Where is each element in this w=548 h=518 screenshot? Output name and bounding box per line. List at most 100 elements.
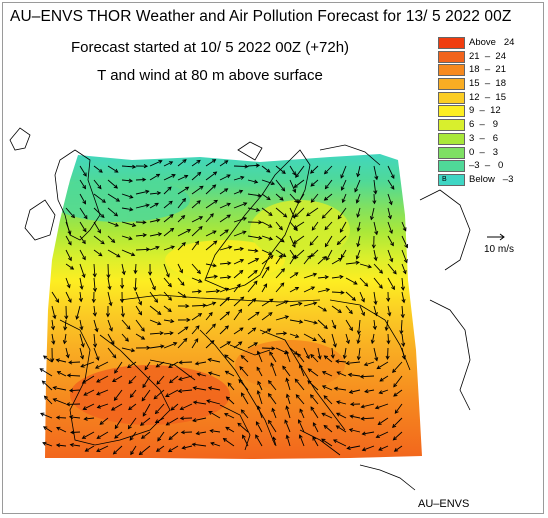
wind-arrow bbox=[177, 197, 186, 209]
wind-arrow bbox=[196, 372, 207, 377]
wind-arrow bbox=[247, 207, 261, 212]
wind-arrow bbox=[135, 345, 151, 350]
wind-arrow bbox=[261, 346, 276, 351]
wind-arrow bbox=[345, 333, 350, 345]
wind-arrow bbox=[138, 445, 151, 456]
wind-arrow bbox=[247, 311, 260, 321]
wind-arrow bbox=[120, 291, 125, 304]
wind-arrow bbox=[336, 235, 347, 246]
wind-arrow bbox=[114, 361, 123, 374]
wind-arrow bbox=[149, 291, 159, 303]
wind-arrow bbox=[317, 287, 331, 293]
wind-arrow bbox=[233, 246, 245, 252]
wind-arrow bbox=[135, 203, 150, 209]
wind-arrow bbox=[348, 428, 361, 433]
wind-arrow bbox=[335, 412, 347, 419]
wind-arrow bbox=[149, 173, 161, 181]
wind-arrow bbox=[256, 405, 263, 419]
wind-arrow bbox=[233, 230, 247, 237]
wind-arrow bbox=[192, 417, 207, 423]
wind-arrow bbox=[270, 362, 277, 377]
wind-arrow bbox=[93, 235, 105, 245]
wind-arrow bbox=[94, 361, 109, 369]
wind-arrow bbox=[317, 347, 322, 360]
wind-arrow bbox=[317, 305, 328, 312]
legend-item: B Below –3 bbox=[436, 173, 544, 187]
wind-arrow bbox=[51, 291, 60, 303]
wind-arrow bbox=[387, 249, 394, 263]
wind-arrow bbox=[50, 347, 55, 363]
wind-scale-arrow bbox=[487, 233, 505, 241]
wind-arrow bbox=[299, 408, 305, 419]
wind-arrow bbox=[149, 202, 159, 209]
wind-arrow bbox=[285, 377, 291, 391]
wind-arrow bbox=[50, 319, 56, 331]
wind-arrow bbox=[177, 388, 193, 394]
wind-arrow bbox=[310, 165, 319, 174]
wind-arrow bbox=[331, 274, 344, 280]
wind-arrow bbox=[121, 263, 126, 276]
wind-arrow bbox=[342, 347, 347, 360]
wind-arrow bbox=[93, 221, 101, 234]
wind-arrow bbox=[78, 291, 83, 303]
wind-arrow bbox=[261, 328, 272, 335]
wind-arrow bbox=[191, 240, 200, 251]
legend-swatch bbox=[438, 50, 465, 63]
wind-arrow bbox=[82, 403, 95, 410]
wind-arrow bbox=[387, 221, 393, 234]
wind-arrow bbox=[140, 431, 151, 439]
wind-arrow bbox=[92, 263, 97, 278]
field-description-subtitle: T and wind at 80 m above surface bbox=[97, 67, 323, 84]
wind-arrow bbox=[261, 266, 270, 279]
wind-arrow bbox=[377, 417, 389, 426]
wind-arrow bbox=[233, 283, 241, 293]
wind-arrow bbox=[297, 419, 305, 433]
wind-arrow bbox=[295, 165, 305, 178]
legend-swatch bbox=[438, 132, 465, 145]
wind-arrow bbox=[401, 263, 407, 275]
wind-arrow bbox=[168, 431, 179, 441]
wind-arrow bbox=[191, 338, 199, 349]
wind-arrow bbox=[135, 189, 150, 195]
wind-arrow bbox=[233, 189, 244, 195]
wind-arrow bbox=[310, 394, 319, 405]
wind-arrow bbox=[205, 274, 219, 279]
wind-arrow bbox=[400, 305, 405, 319]
wind-arrow bbox=[317, 319, 328, 330]
wind-arrow bbox=[139, 417, 151, 426]
wind-arrow bbox=[310, 249, 319, 258]
wind-arrow bbox=[127, 361, 137, 369]
wind-arrow bbox=[285, 405, 291, 419]
wind-arrow bbox=[93, 207, 105, 219]
legend-swatch bbox=[438, 37, 465, 49]
wind-arrow bbox=[65, 221, 72, 235]
wind-arrow bbox=[271, 407, 277, 419]
wind-arrow bbox=[233, 202, 248, 209]
wind-arrow bbox=[293, 221, 305, 229]
wind-arrow bbox=[135, 291, 143, 306]
wind-arrow bbox=[107, 193, 121, 202]
wind-arrow bbox=[79, 179, 87, 190]
wind-arrow bbox=[337, 207, 347, 220]
legend-swatch bbox=[438, 146, 465, 159]
forecast-title: AU–ENVS THOR Weather and Air Pollution F… bbox=[10, 8, 512, 25]
wind-arrow bbox=[372, 319, 377, 331]
legend-label: 9 – 12 bbox=[469, 105, 501, 117]
wind-arrow bbox=[331, 290, 345, 295]
wind-arrow bbox=[321, 438, 333, 447]
wind-arrow bbox=[298, 434, 305, 447]
wind-arrow bbox=[275, 282, 285, 293]
legend-label: 12 – 15 bbox=[469, 91, 506, 103]
wind-arrow bbox=[361, 431, 375, 436]
wind-arrow bbox=[106, 263, 111, 279]
wind-arrow bbox=[223, 412, 235, 419]
wind-arrow bbox=[275, 221, 283, 231]
wind-arrow bbox=[107, 221, 119, 227]
wind-arrow bbox=[340, 165, 347, 179]
wind-arrow bbox=[401, 347, 406, 360]
wind-arrow bbox=[275, 249, 287, 258]
wind-arrow bbox=[191, 263, 201, 275]
wind-arrow bbox=[84, 445, 95, 452]
legend-item: –3 – 0 bbox=[436, 159, 544, 173]
wind-arrow bbox=[373, 305, 378, 317]
